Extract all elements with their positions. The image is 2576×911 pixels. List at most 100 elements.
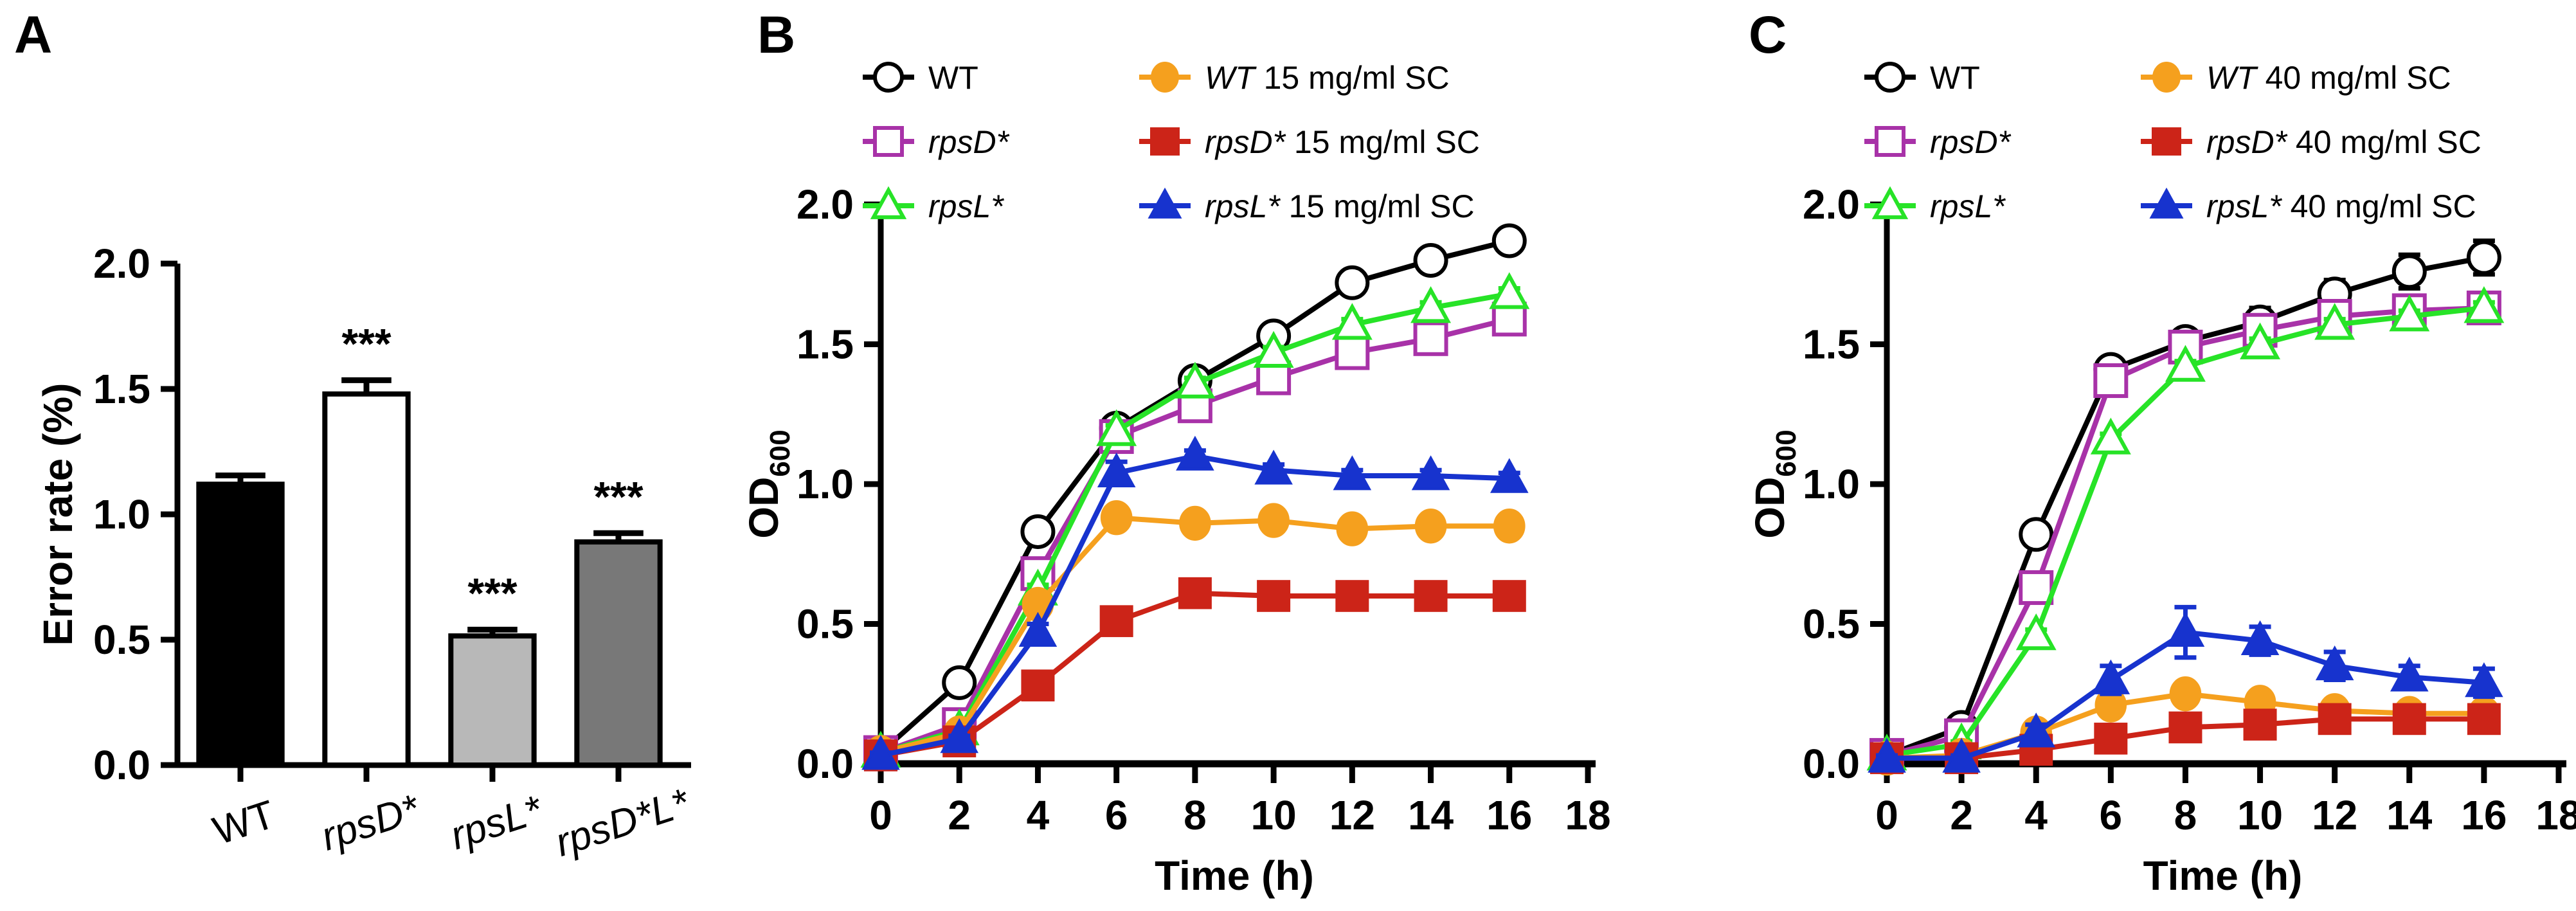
legend-label: rpsD* 15 mg/ml SC <box>1205 124 1480 160</box>
x-tick-label: 4 <box>1027 792 1050 838</box>
legend-label: WT 15 mg/ml SC <box>1205 60 1450 96</box>
legend: WT rpsD* rpsL* WT 15 mg/ml SC rpsD* 15 mg/ml… <box>863 60 1480 224</box>
y-tick-label: 0.0 <box>797 741 854 787</box>
x-tick-label: 10 <box>1251 792 1297 838</box>
legend-marker-circle-open <box>1864 62 1916 93</box>
legend-label: rpsL* 40 mg/ml SC <box>2206 188 2476 224</box>
legend-label: rpsL* <box>928 188 1004 224</box>
legend-item: WT 40 mg/ml SC <box>2141 60 2451 96</box>
y-tick-label: 2.0 <box>797 181 854 228</box>
y-axis-title: OD600 <box>1747 429 1802 538</box>
x-tick-label: 2 <box>1950 792 1973 838</box>
significance-annotation: *** <box>467 569 517 617</box>
legend-item: WT <box>1864 60 1980 96</box>
svg-text:rpsD*L*: rpsD*L* <box>550 780 695 865</box>
series-triangle-open <box>1866 286 2505 771</box>
legend-marker-triangle-filled <box>2141 187 2192 219</box>
legend-label: WT 40 mg/ml SC <box>2206 60 2451 96</box>
x-tick-label: rpsD* <box>316 786 426 860</box>
x-axis-title: Time (h) <box>2143 852 2303 899</box>
x-tick-label: rpsD*L* <box>550 780 695 865</box>
legend-marker-circle-filled <box>1139 61 1191 93</box>
x-tick-label: 0 <box>869 792 892 838</box>
panel-b-letter: B <box>757 6 796 64</box>
legend-item: rpsD* 40 mg/ml SC <box>2141 124 2481 160</box>
legend-item: rpsD* 15 mg/ml SC <box>1139 124 1480 160</box>
bar-group <box>196 473 285 768</box>
x-tick-label: WT <box>208 792 280 853</box>
panel-a: A 0.0 0.5 1.0 1.5 2.0 Error rate (%) WT *** rpsD… <box>0 0 726 911</box>
panel-c-letter: C <box>1749 6 1787 64</box>
x-tick-label: 8 <box>1184 792 1207 838</box>
svg-text:OD600: OD600 <box>1747 429 1802 538</box>
bar-group: *** <box>448 569 537 768</box>
line-plot: 0.0 0.5 1.0 1.5 2.0 0 2 4 6 8 10 12 14 16 18 Time (h) OD… <box>1747 181 2576 899</box>
x-tick-label: 8 <box>2174 792 2197 838</box>
x-tick-label: 18 <box>2535 792 2576 838</box>
series-circle-filled <box>865 500 1526 770</box>
y-tick-label: 1.5 <box>1803 321 1860 368</box>
significance-annotation: *** <box>341 320 391 367</box>
bar <box>196 482 285 768</box>
legend-marker-triangle-open <box>1864 186 1916 219</box>
panel-b-chart: 0.0 0.5 1.0 1.5 2.0 0 2 4 6 8 10 12 14 16 18 Time (h) OD… <box>741 60 1611 899</box>
y-tick-label: 2.0 <box>1803 181 1860 228</box>
legend-item: rpsL* <box>863 186 1004 224</box>
x-tick-label: 14 <box>2386 792 2433 838</box>
panel-c-chart: 0.0 0.5 1.0 1.5 2.0 0 2 4 6 8 10 12 14 16 18 Time (h) OD… <box>1747 60 2576 899</box>
legend-label: rpsD* 40 mg/ml SC <box>2206 124 2481 160</box>
x-tick-label: 12 <box>2312 792 2357 838</box>
y-axis-title: OD600 <box>741 429 796 538</box>
legend-item: WT 15 mg/ml SC <box>1139 60 1450 96</box>
line-plot: 0.0 0.5 1.0 1.5 2.0 0 2 4 6 8 10 12 14 16 18 Time (h) OD… <box>741 181 1611 899</box>
x-tick-label: 4 <box>2024 792 2048 838</box>
series-triangle-filled <box>1868 604 2503 773</box>
y-tick-label: 0.5 <box>1803 601 1860 647</box>
x-tick-label: 16 <box>1486 792 1532 838</box>
legend-label: WT <box>928 60 978 96</box>
y-tick-label: 0.5 <box>93 617 150 663</box>
legend-item: rpsL* <box>1864 186 2006 224</box>
legend-label: rpsL* 15 mg/ml SC <box>1205 188 1475 224</box>
y-tick-label: 1.5 <box>93 366 150 412</box>
series-triangle-filled <box>861 435 1529 770</box>
legend: WT rpsD* rpsL* WT 40 mg/ml SC rpsD* 40 mg/ml… <box>1864 60 2481 224</box>
bar <box>322 391 411 768</box>
legend-marker-triangle-filled <box>1139 187 1191 219</box>
legend-marker-square-filled <box>1139 127 1191 156</box>
legend-marker-triangle-open <box>863 186 914 219</box>
bar-group: *** <box>322 320 411 768</box>
legend-item: rpsD* <box>1864 124 2012 160</box>
legend-marker-square-open <box>1864 126 1916 157</box>
y-tick-label: 2.0 <box>93 240 150 287</box>
svg-text:rpsD*: rpsD* <box>316 786 426 860</box>
x-tick-label: 14 <box>1408 792 1454 838</box>
x-tick-label: 18 <box>1565 792 1610 838</box>
y-tick-label: 1.5 <box>797 321 854 368</box>
svg-text:OD600: OD600 <box>741 429 796 538</box>
x-axis-title: Time (h) <box>1155 852 1314 899</box>
x-tick-label: 10 <box>2237 792 2283 838</box>
bar-group: *** <box>574 473 663 768</box>
panel-a-plot: 0.0 0.5 1.0 1.5 2.0 Error rate (%) WT *** rpsD* *… <box>35 240 696 865</box>
panel-a-chart: 0.0 0.5 1.0 1.5 2.0 Error rate (%) WT *** rpsD* *… <box>35 240 696 865</box>
legend-marker-square-filled <box>2141 127 2192 156</box>
bar <box>574 539 663 768</box>
y-tick-label: 0.0 <box>93 742 150 788</box>
panel-a-letter: A <box>14 6 53 64</box>
legend-marker-circle-open <box>863 62 914 93</box>
x-tick-label: 12 <box>1329 792 1375 838</box>
x-tick-label: 6 <box>2100 792 2123 838</box>
significance-annotation: *** <box>593 473 643 520</box>
legend-label: rpsL* <box>1930 188 2006 224</box>
panel-b: B 0.0 0.5 1.0 1.5 2.0 0 2 4 6 8 10 12 14 16 18 Time (h)… <box>726 0 1639 911</box>
x-tick-label: 2 <box>948 792 971 838</box>
y-tick-label: 1.0 <box>1803 461 1860 507</box>
y-tick-label: 1.0 <box>797 461 854 507</box>
svg-text:WT: WT <box>208 792 280 853</box>
bar <box>448 633 537 768</box>
legend-marker-square-open <box>863 126 914 157</box>
x-tick-label: 6 <box>1105 792 1128 838</box>
y-tick-label: 1.0 <box>93 491 150 537</box>
